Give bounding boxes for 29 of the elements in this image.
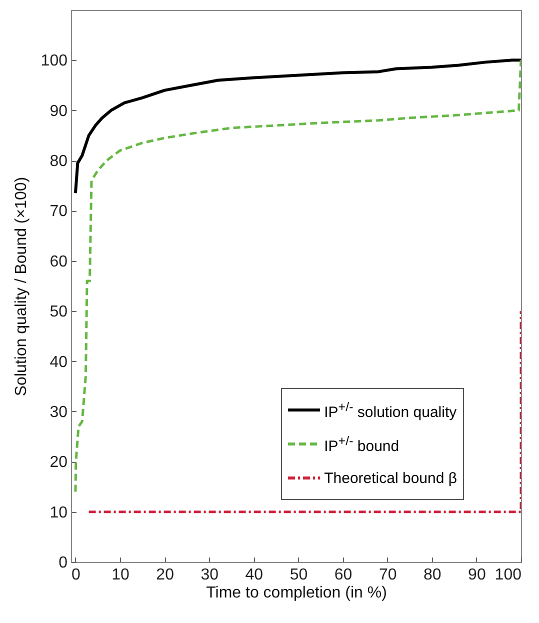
x-axis-title: Time to completion (in %)	[206, 584, 387, 602]
line-series	[74, 58, 521, 493]
line-series	[74, 58, 521, 195]
x-tick-label: 40	[245, 566, 264, 584]
x-tick-label: 80	[423, 566, 442, 584]
y-axis-title: Solution quality / Bound (×100)	[12, 176, 30, 396]
y-tick-label: 90	[50, 102, 68, 120]
x-tick-label: 60	[334, 566, 352, 584]
legend-label: IP$^{+/-}$ solution quality	[324, 400, 457, 420]
y-tick-label: 40	[50, 354, 68, 371]
y-tick-label: 50	[50, 304, 68, 321]
x-tick-label: 50	[290, 566, 308, 584]
x-tick-label: 30	[200, 566, 219, 584]
y-tick-label: 0	[58, 554, 68, 572]
y-tick-label: 80	[50, 153, 68, 170]
y-tick-label: 30	[50, 404, 68, 421]
x-tick-label: 20	[156, 566, 174, 584]
legend-label: Theoretical bound β	[324, 470, 457, 486]
x-tick-label: 90	[468, 566, 486, 584]
y-tick-label: 60	[50, 253, 68, 270]
x-tick-label: 10	[112, 566, 130, 584]
x-tick-label: 70	[378, 566, 397, 584]
x-tick-label: 0	[72, 566, 80, 584]
y-tick-label: 10	[50, 504, 68, 522]
y-tick-label: 70	[50, 203, 68, 220]
x-tick-label: 100	[494, 566, 522, 584]
y-tick-label: 20	[50, 454, 68, 472]
y-tick-label: 100	[40, 52, 68, 70]
legend-label: IP$^{+/-}$ bound	[324, 434, 400, 454]
